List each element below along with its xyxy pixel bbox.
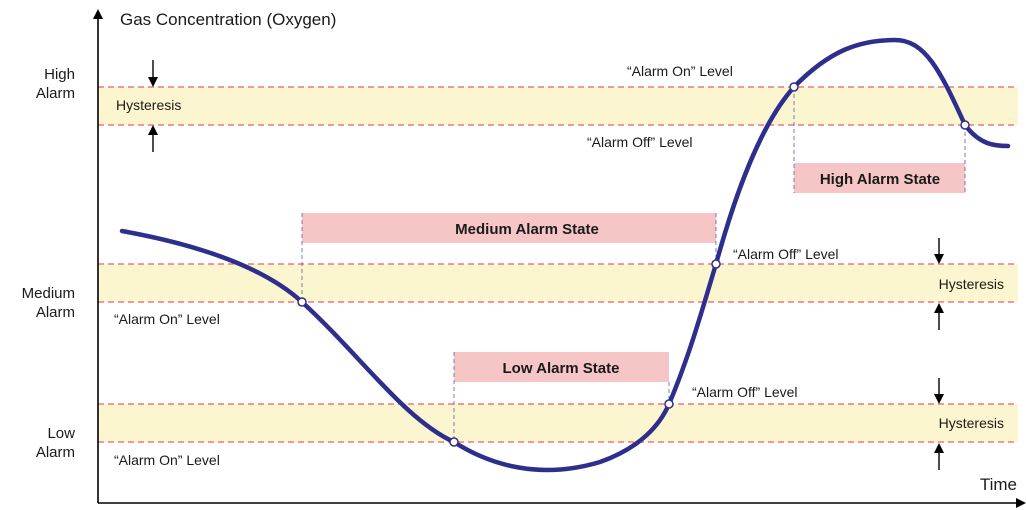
low-off-point xyxy=(664,399,674,409)
low-alarm-off-label: “Alarm Off” Level xyxy=(692,384,798,400)
high-hysteresis-band xyxy=(98,87,1018,125)
medium-alarm-state-box xyxy=(302,213,716,243)
low-alarm-label-line1: Low xyxy=(47,425,75,442)
medium-alarm-label-line2: Alarm xyxy=(36,304,75,321)
medium-hysteresis-label: Hysteresis xyxy=(939,276,1004,292)
y-axis-title: Gas Concentration (Oxygen) xyxy=(120,10,336,29)
low-hysteresis-band xyxy=(98,404,1018,442)
medium-alarm-off-label: “Alarm Off” Level xyxy=(733,246,839,262)
low-alarm-label-line2: Alarm xyxy=(36,444,75,461)
low-hysteresis-label: Hysteresis xyxy=(939,415,1004,431)
low-alarm-on-label: “Alarm On” Level xyxy=(114,452,220,468)
medium-alarm-state-label: Medium Alarm State xyxy=(455,221,599,238)
high-alarm-on-label: “Alarm On” Level xyxy=(627,63,733,79)
medium-alarm-label-line1: Medium xyxy=(22,285,75,302)
x-axis-title: Time xyxy=(980,475,1017,494)
low-alarm-state-box xyxy=(454,352,669,382)
high-on-point xyxy=(789,82,799,92)
high-alarm-label-line1: High xyxy=(44,66,75,83)
high-off-point xyxy=(960,120,970,130)
gas-concentration-curve xyxy=(119,37,1011,473)
low-alarm-state-label: Low Alarm State xyxy=(503,360,620,377)
medium-off-point xyxy=(711,259,721,269)
high-alarm-label-line2: Alarm xyxy=(36,85,75,102)
high-alarm-state-box xyxy=(794,163,965,193)
medium-hysteresis-band xyxy=(98,264,1018,302)
high-hysteresis-label: Hysteresis xyxy=(116,97,181,113)
high-alarm-off-label: “Alarm Off” Level xyxy=(587,134,693,150)
high-alarm-state-label: High Alarm State xyxy=(820,171,940,188)
medium-on-point xyxy=(297,297,307,307)
low-on-point xyxy=(449,437,459,447)
medium-alarm-on-label: “Alarm On” Level xyxy=(114,311,220,327)
